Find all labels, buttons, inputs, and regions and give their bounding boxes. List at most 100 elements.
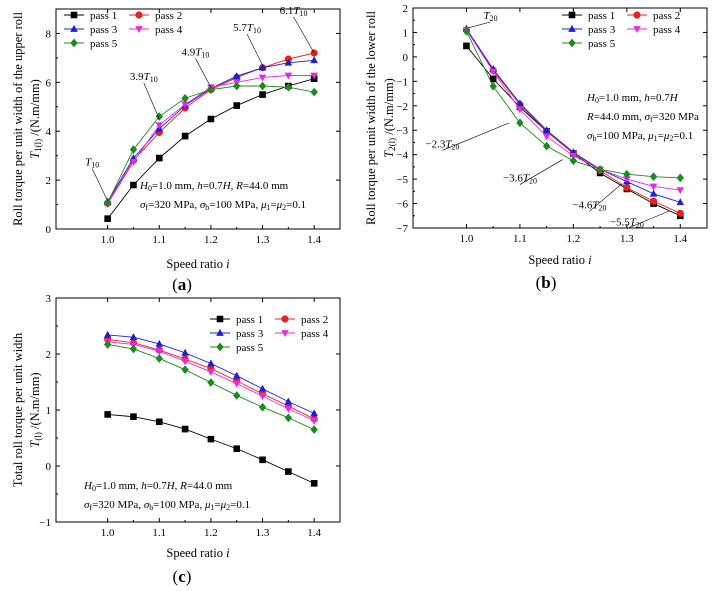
data-point <box>207 369 215 376</box>
legend-label: pass 3 <box>90 24 118 36</box>
y-tick-label: 1 <box>46 405 52 417</box>
annotation: 6.1T10 <box>280 5 315 54</box>
annotation-leader <box>293 16 315 54</box>
x-tick-label: 1.1 <box>152 234 166 246</box>
data-point <box>181 93 189 103</box>
data-point <box>181 358 189 366</box>
data-point <box>649 189 658 197</box>
legend-entry: pass 2 <box>275 314 328 326</box>
x-axis-label: Speed ratio i <box>166 546 230 560</box>
series-pass-4 <box>462 27 685 195</box>
data-point <box>596 164 604 174</box>
legend-label: pass 5 <box>90 38 118 50</box>
y-tick-label: −1 <box>396 76 408 88</box>
annotation-leader <box>589 183 622 212</box>
data-point <box>258 402 267 412</box>
legend-entry: pass 1 <box>64 10 117 22</box>
annotation: −5.5T20 <box>610 210 670 229</box>
x-tick-label: 1.4 <box>307 234 321 246</box>
data-point <box>232 371 241 379</box>
data-point <box>310 480 318 487</box>
x-tick-label: 1.4 <box>307 527 321 539</box>
data-point <box>155 154 163 162</box>
legend-label: pass 3 <box>588 24 616 36</box>
data-point <box>155 122 164 130</box>
y-tick-label: −3 <box>396 125 408 137</box>
legend-marker <box>135 11 143 19</box>
data-point <box>103 198 112 207</box>
legend-marker <box>70 11 78 19</box>
legend-marker <box>281 315 289 323</box>
legend-entry: pass 4 <box>627 24 681 36</box>
data-point <box>463 42 470 50</box>
parameter-note: σb=100 MPa, μ1=μ2=0.1 <box>587 130 693 143</box>
y-tick-label: 8 <box>46 28 52 40</box>
data-point <box>155 418 163 426</box>
legend-marker <box>568 38 576 48</box>
legend-marker <box>633 11 641 19</box>
legend-entry: pass 5 <box>210 342 264 354</box>
legend-label: pass 2 <box>653 10 680 22</box>
data-point <box>233 102 241 109</box>
y-axis-label: Total roll torque per unit width <box>11 332 25 487</box>
x-tick-label: 1.3 <box>256 527 270 539</box>
data-point <box>181 365 189 375</box>
data-point <box>489 81 497 91</box>
data-point <box>104 215 111 223</box>
annotation-leader <box>519 159 563 185</box>
annotation-leader <box>469 21 491 28</box>
legend-label: pass 4 <box>155 24 183 36</box>
legend-marker <box>568 11 576 19</box>
legend-marker <box>135 26 143 34</box>
panel-label: (c) <box>173 567 192 586</box>
x-tick-label: 1.2 <box>204 234 218 246</box>
data-point <box>233 81 241 91</box>
data-point <box>259 91 266 98</box>
annotation-label: 4.9T10 <box>182 46 210 59</box>
data-point <box>232 380 241 388</box>
x-tick-label: 1.0 <box>101 234 115 246</box>
data-point <box>259 456 266 464</box>
legend-marker <box>633 26 641 34</box>
annotation: T20 <box>469 10 498 28</box>
data-point <box>181 348 189 356</box>
legend-entry: pass 4 <box>129 24 183 36</box>
data-point <box>310 409 318 417</box>
y-tick-label: 6 <box>46 77 52 89</box>
data-point <box>310 425 318 434</box>
series-pass-5 <box>462 26 684 183</box>
series-pass-3 <box>103 330 318 417</box>
annotation-label: 5.7T10 <box>233 22 261 35</box>
annotation-leader <box>246 33 263 66</box>
data-point <box>285 468 292 475</box>
data-point <box>542 133 551 141</box>
annotation-label: T20 <box>483 10 497 23</box>
y-tick-label: 0 <box>46 461 52 473</box>
data-point <box>676 187 685 195</box>
y-tick-label: −7 <box>396 223 408 235</box>
legend-entry: pass 3 <box>210 328 264 340</box>
y-tick-label: 0 <box>46 224 52 236</box>
data-point <box>207 435 215 443</box>
legend-entry: pass 1 <box>562 10 615 22</box>
data-point <box>649 172 658 182</box>
y-tick-label: −2 <box>396 101 408 113</box>
data-point <box>207 378 215 387</box>
chart-panel-b: 1.0 1.1 1.2 1.3 1.4 −7 −6 −5 −4 −3 −2 −1 0 1 2 Speed ra… <box>364 3 708 292</box>
data-point <box>129 158 138 166</box>
data-point <box>232 72 241 80</box>
data-point <box>310 417 318 425</box>
legend-label: pass 3 <box>236 328 264 340</box>
y-tick-label: 0 <box>403 52 409 64</box>
x-tick-label: 1.0 <box>460 233 474 245</box>
series-pass-5 <box>103 340 318 434</box>
plot-frame <box>55 8 341 230</box>
parameter-note: H0=1.0 mm, h=0.7H <box>586 92 679 105</box>
data-point <box>284 58 293 66</box>
legend-label: pass 1 <box>90 10 117 22</box>
y-tick-label: 4 <box>46 126 52 138</box>
data-point <box>489 68 497 76</box>
y-tick-label: 3 <box>46 293 52 305</box>
x-axis-label: Speed ratio i <box>528 253 592 267</box>
